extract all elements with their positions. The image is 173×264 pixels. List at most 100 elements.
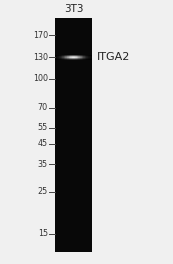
Bar	[85, 56, 86, 57]
Bar	[91, 58, 92, 59]
Bar	[78, 56, 80, 57]
Bar	[91, 59, 93, 60]
Bar	[72, 58, 73, 59]
Bar	[67, 59, 68, 60]
Bar	[69, 56, 70, 57]
Bar	[67, 57, 69, 58]
Bar	[85, 59, 86, 60]
Bar	[84, 55, 85, 56]
Bar	[55, 56, 56, 57]
Bar	[77, 57, 78, 58]
Bar	[63, 55, 64, 56]
Bar	[83, 59, 84, 60]
Bar	[87, 57, 88, 58]
Text: 170: 170	[33, 31, 48, 40]
Bar	[62, 57, 63, 58]
Bar	[61, 56, 62, 57]
Bar	[64, 56, 65, 57]
Bar	[80, 57, 81, 58]
Bar	[56, 56, 57, 57]
Bar	[84, 58, 85, 59]
Bar	[74, 57, 75, 58]
Bar	[74, 56, 75, 57]
Bar	[68, 56, 69, 57]
Bar	[72, 59, 73, 60]
Bar	[78, 56, 79, 57]
Bar	[88, 57, 89, 58]
Bar	[56, 55, 57, 56]
Bar	[91, 56, 92, 57]
Bar	[74, 56, 75, 57]
Bar	[66, 58, 67, 59]
Bar	[75, 56, 76, 57]
Bar	[71, 59, 72, 60]
Bar	[81, 55, 83, 56]
Bar	[59, 56, 60, 57]
Bar	[69, 58, 70, 59]
Bar	[68, 58, 69, 59]
Bar	[86, 56, 87, 57]
Bar	[85, 55, 86, 56]
Bar	[78, 59, 79, 60]
Bar	[87, 55, 88, 56]
Bar	[86, 56, 87, 57]
Bar	[91, 55, 93, 56]
Bar	[70, 56, 71, 57]
Bar	[84, 57, 85, 58]
Bar	[91, 58, 93, 59]
Bar	[79, 57, 80, 58]
Bar	[77, 59, 78, 60]
Bar	[88, 56, 89, 57]
Bar	[72, 55, 73, 56]
Bar	[72, 56, 73, 57]
Bar	[81, 55, 82, 56]
Bar	[56, 56, 57, 57]
Bar	[61, 57, 62, 58]
Bar	[70, 56, 71, 57]
Bar	[58, 56, 59, 57]
Bar	[71, 58, 72, 59]
Bar	[63, 57, 64, 58]
Bar	[69, 56, 70, 57]
Bar	[83, 56, 84, 57]
Bar	[65, 55, 66, 56]
Bar	[64, 58, 65, 59]
Bar	[75, 56, 76, 57]
Bar	[90, 55, 91, 56]
Bar	[80, 55, 81, 56]
Bar	[67, 59, 69, 60]
Bar	[76, 58, 77, 59]
Bar	[64, 59, 65, 60]
Bar	[60, 57, 61, 58]
Bar	[60, 55, 61, 56]
Bar	[70, 56, 71, 57]
Bar	[57, 55, 59, 56]
Bar	[79, 59, 80, 60]
Bar	[56, 59, 57, 60]
Bar	[90, 56, 91, 57]
Bar	[86, 55, 87, 56]
Bar	[57, 57, 59, 58]
Bar	[67, 58, 69, 59]
Bar	[62, 55, 63, 56]
Bar	[86, 59, 88, 60]
Bar	[78, 56, 80, 57]
Bar	[67, 57, 68, 58]
Bar	[63, 56, 64, 57]
Text: 100: 100	[33, 74, 48, 83]
Bar	[81, 59, 82, 60]
Bar	[83, 56, 84, 57]
Bar	[85, 57, 86, 58]
Bar	[64, 57, 65, 58]
Bar	[77, 56, 78, 57]
Bar	[81, 56, 83, 57]
Bar	[58, 56, 59, 57]
Bar	[90, 58, 91, 59]
Bar	[73, 59, 74, 60]
Bar	[70, 58, 71, 59]
Bar	[57, 55, 58, 56]
Bar	[57, 59, 59, 60]
Bar	[59, 59, 60, 60]
Bar	[66, 57, 67, 58]
Text: 45: 45	[38, 139, 48, 148]
